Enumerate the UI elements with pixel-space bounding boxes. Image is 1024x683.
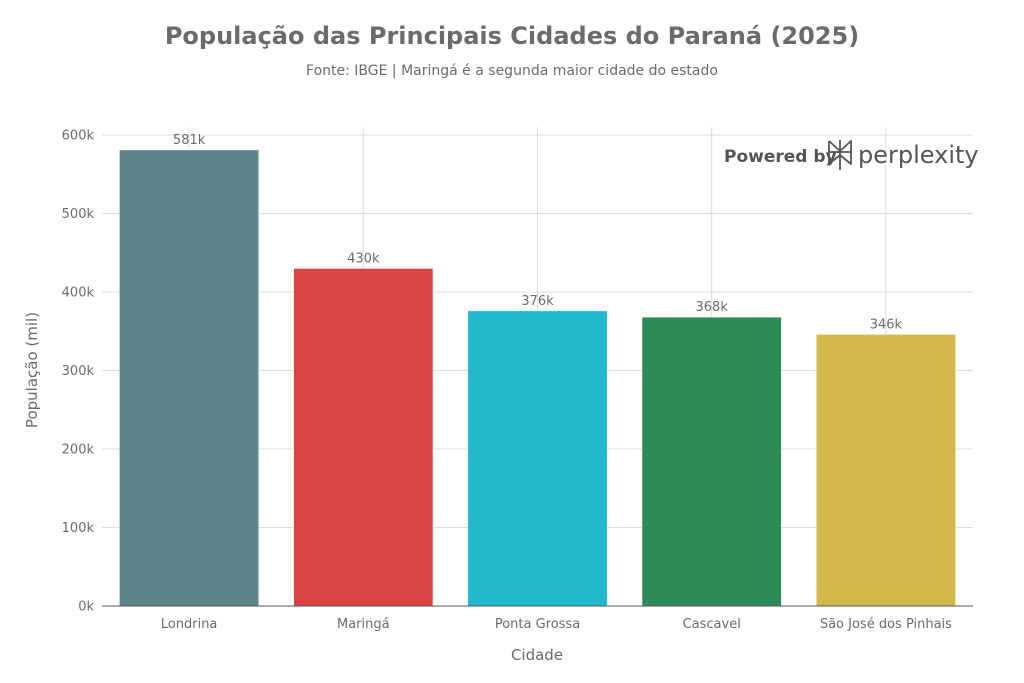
data-labels: 581k 430k 376k 368k 346k [173, 133, 903, 332]
perplexity-logo-icon [828, 140, 852, 170]
chart-subtitle: Fonte: IBGE | Maringá é a segunda maior … [306, 63, 718, 79]
y-tick-label: 600k [62, 129, 95, 144]
x-tick-label: Ponta Grossa [495, 617, 580, 632]
y-axis-ticks: 0k 100k 200k 300k 400k 500k 600k [62, 129, 95, 615]
bar-maring- [293, 268, 434, 607]
y-tick-label: 300k [62, 364, 95, 379]
x-tick-label: Maringá [337, 617, 390, 632]
x-tick-label: Londrina [161, 617, 218, 632]
bar-cascavel [641, 316, 782, 607]
y-tick-label: 0k [78, 600, 94, 615]
data-label: 376k [521, 294, 554, 309]
data-label: 346k [870, 317, 903, 332]
y-axis-title: População (mil) [23, 312, 41, 428]
chart-title: População das Principais Cidades do Para… [165, 22, 859, 50]
data-label: 368k [696, 300, 729, 315]
x-axis-ticks: Londrina Maringá Ponta Grossa Cascavel São J… [161, 617, 952, 632]
bar-londrina [119, 149, 260, 607]
x-tick-label: Cascavel [683, 617, 741, 632]
y-tick-label: 500k [62, 207, 95, 222]
data-label: 430k [347, 251, 380, 266]
watermark-brand: perplexity [858, 141, 979, 169]
x-axis-title: Cidade [511, 646, 563, 664]
data-label: 581k [173, 133, 206, 148]
y-tick-label: 100k [62, 521, 95, 536]
y-tick-label: 400k [62, 286, 95, 301]
bars [119, 149, 956, 607]
powered-by-watermark: Powered by perplexity [724, 140, 979, 170]
watermark-prefix: Powered by [724, 147, 837, 167]
y-tick-label: 200k [62, 443, 95, 458]
bar-s-o-jos-dos-pinhais [815, 334, 956, 607]
bar-ponta-grossa [467, 310, 608, 607]
x-tick-label: São José dos Pinhais [820, 617, 952, 632]
